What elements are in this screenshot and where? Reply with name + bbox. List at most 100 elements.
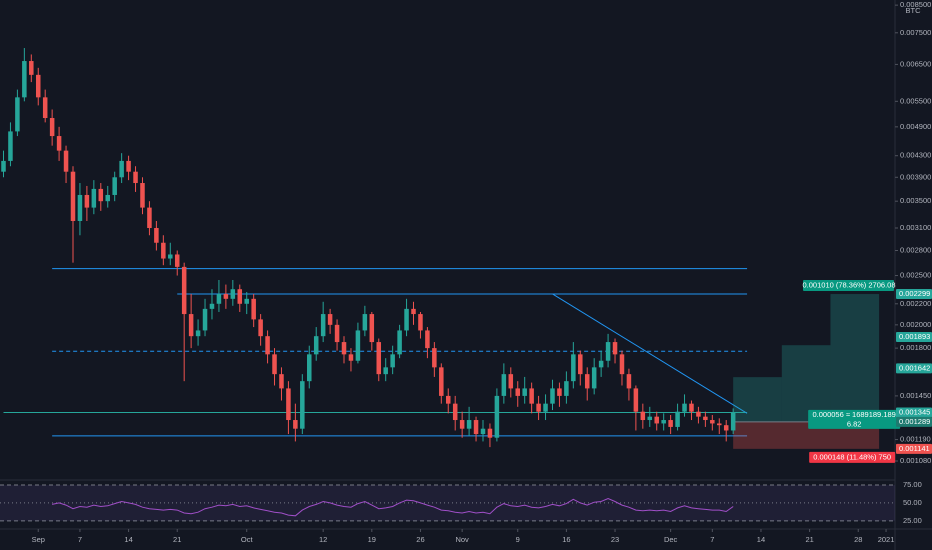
- price-badge-label: 0.001642: [899, 363, 930, 372]
- y-tick-label: 0.002200: [900, 299, 931, 308]
- candle-body: [404, 308, 409, 331]
- candle-body: [35, 74, 41, 98]
- candle-body: [168, 254, 173, 259]
- candle-body: [147, 207, 152, 229]
- candle-body: [56, 136, 62, 151]
- candle-body: [251, 298, 256, 320]
- candle-body: [619, 354, 625, 375]
- candle-body: [640, 411, 646, 421]
- candle-body: [543, 403, 548, 412]
- price-badge: [896, 331, 932, 342]
- candle-body: [286, 388, 291, 421]
- candle-body: [508, 374, 514, 389]
- candle-body: [418, 314, 423, 331]
- x-tick-label: Oct: [241, 535, 254, 544]
- candle-body: [1, 160, 6, 172]
- candle-body: [42, 97, 48, 119]
- candle-body: [237, 289, 243, 304]
- price-badge-label: 0.001289: [899, 417, 930, 426]
- y-tick-label: 0.007500: [900, 28, 931, 37]
- x-tick-label: 12: [319, 535, 327, 544]
- candle-body: [70, 171, 76, 221]
- candle-body: [327, 314, 333, 325]
- candle-body: [258, 319, 263, 337]
- candle-body: [487, 428, 493, 438]
- candle-body: [133, 171, 138, 184]
- candle-body: [91, 188, 97, 208]
- price-badge-label: 0.001141: [899, 444, 930, 453]
- candle-body: [557, 388, 562, 396]
- price-badge: [896, 363, 932, 374]
- candle-body: [494, 395, 500, 438]
- candle-body: [397, 330, 402, 355]
- candle-body: [626, 374, 632, 389]
- candle-body: [633, 388, 639, 412]
- candle-body: [376, 342, 382, 375]
- candle-body: [668, 420, 673, 427]
- price-badge: [896, 443, 932, 454]
- candle-body: [355, 330, 361, 361]
- x-tick-label: 7: [78, 535, 82, 544]
- candle-body: [119, 160, 124, 178]
- candle-body: [181, 266, 187, 315]
- candle-body: [473, 420, 479, 435]
- x-tick-label: 16: [562, 535, 570, 544]
- y-tick-label: 0.005500: [900, 96, 931, 105]
- candle-body: [717, 423, 722, 426]
- candle-body: [522, 388, 527, 396]
- candle-body: [480, 428, 486, 435]
- candle-body: [501, 374, 507, 396]
- candle-body: [279, 374, 284, 389]
- candle-body: [459, 420, 465, 429]
- candle-body: [300, 381, 305, 429]
- y-tick-label: 0.002800: [900, 245, 931, 254]
- price-badge-label: 0.001893: [899, 332, 930, 341]
- candle-body: [98, 188, 104, 202]
- x-tick-label: 14: [124, 535, 132, 544]
- candle-body: [452, 403, 458, 421]
- candle-body: [320, 314, 326, 337]
- price-badge: [896, 407, 932, 418]
- candle-body: [723, 425, 729, 431]
- y-tick-label: 0.001450: [900, 391, 931, 400]
- x-tick-label: 7: [710, 535, 714, 544]
- candle-body: [661, 420, 666, 424]
- x-tick-label: 14: [757, 535, 765, 544]
- candle-body: [598, 360, 604, 368]
- candle-body: [439, 367, 444, 396]
- candle-body: [550, 388, 555, 404]
- y-tick-label: 0.002000: [900, 320, 931, 329]
- x-tick-label: 9: [516, 535, 520, 544]
- candle-body: [216, 293, 222, 304]
- rsi-tick-label: 25.00: [903, 516, 922, 525]
- entry-label: 0.000056 ≈ 1689189.189: [812, 410, 895, 419]
- candle-body: [425, 330, 430, 349]
- candle-body: [390, 354, 395, 368]
- y-tick-label: 0.004300: [900, 151, 931, 160]
- candle-body: [466, 420, 472, 429]
- y-tick-label: 0.001080: [900, 456, 931, 465]
- rsi-tick-label: 50.00: [903, 498, 922, 507]
- candle-body: [244, 298, 249, 304]
- price-badge-label: 0.001345: [899, 407, 930, 416]
- price-badge-label: 0.002299: [899, 289, 930, 298]
- stop-label-box: [809, 451, 896, 463]
- candle-body: [223, 293, 229, 299]
- price-badge: [896, 416, 932, 427]
- profit-zone: [781, 345, 831, 422]
- candle-body: [369, 314, 375, 343]
- candle-body: [154, 228, 159, 243]
- candle-body: [313, 336, 319, 355]
- candle-body: [703, 416, 708, 421]
- target-label: 0.001010 (78.36%) 2706.08: [803, 281, 896, 290]
- candle-body: [307, 354, 312, 382]
- y-tick-label: 0.003100: [900, 223, 931, 232]
- candle-body: [730, 412, 736, 431]
- candle-body: [529, 388, 534, 404]
- y-tick-label: 0.002500: [900, 271, 931, 280]
- rsi-band: [0, 485, 895, 521]
- candle-body: [710, 420, 715, 424]
- candle-body: [536, 403, 541, 412]
